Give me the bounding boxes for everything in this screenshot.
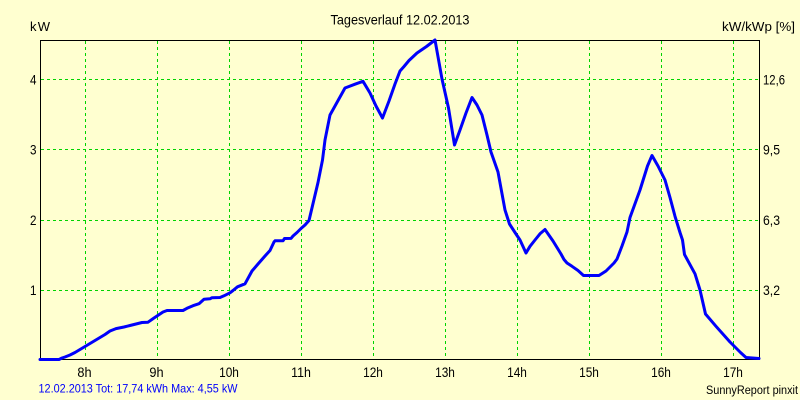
svg-text:3: 3 bbox=[30, 142, 37, 158]
svg-text:12h: 12h bbox=[363, 365, 383, 380]
svg-text:11h: 11h bbox=[291, 365, 311, 380]
svg-text:12,6: 12,6 bbox=[763, 71, 785, 87]
svg-text:12.02.2013 Tot: 17,74 kWh Max:: 12.02.2013 Tot: 17,74 kWh Max: 4,55 kW bbox=[39, 382, 239, 396]
svg-text:17h: 17h bbox=[723, 365, 743, 380]
svg-text:kW: kW bbox=[30, 19, 51, 34]
svg-text:kW/kWp [%]: kW/kWp [%] bbox=[722, 19, 795, 34]
svg-text:9h: 9h bbox=[149, 365, 163, 380]
svg-text:4: 4 bbox=[30, 71, 37, 87]
svg-text:15h: 15h bbox=[579, 365, 599, 380]
svg-text:2: 2 bbox=[30, 212, 37, 228]
svg-text:6,3: 6,3 bbox=[763, 212, 780, 228]
svg-text:Tagesverlauf 12.02.2013: Tagesverlauf 12.02.2013 bbox=[331, 12, 470, 28]
svg-text:3,2: 3,2 bbox=[763, 282, 780, 298]
svg-text:SunnyReport pinxit: SunnyReport pinxit bbox=[706, 385, 799, 397]
svg-text:10h: 10h bbox=[219, 365, 239, 380]
svg-text:16h: 16h bbox=[651, 365, 671, 380]
svg-text:1: 1 bbox=[30, 282, 37, 298]
svg-text:14h: 14h bbox=[507, 365, 527, 380]
svg-text:9,5: 9,5 bbox=[763, 142, 780, 158]
svg-text:13h: 13h bbox=[435, 365, 455, 380]
svg-text:8h: 8h bbox=[77, 365, 91, 380]
